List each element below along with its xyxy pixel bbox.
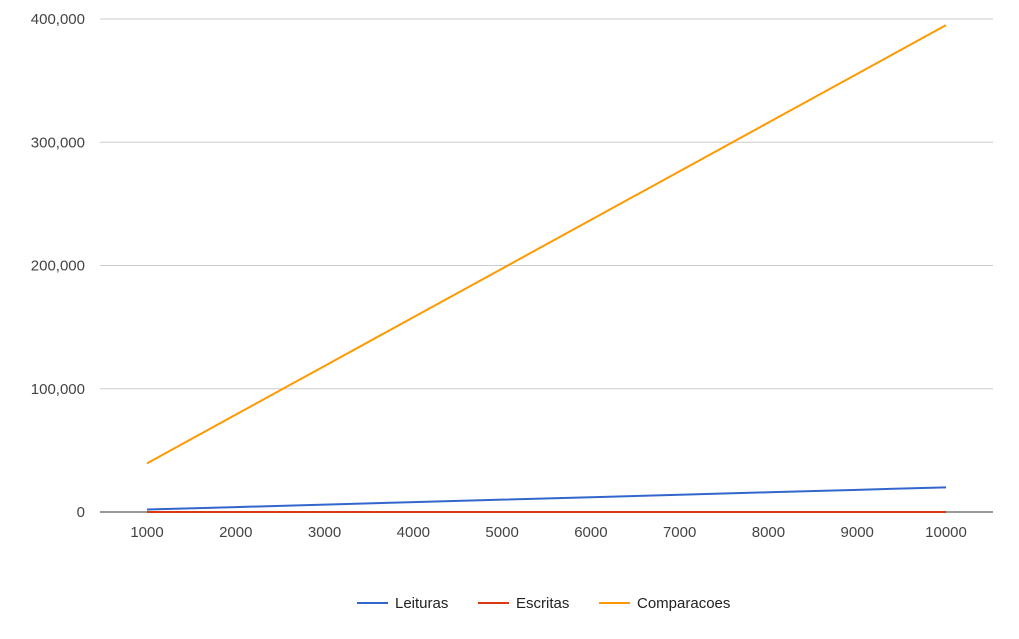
x-tick-label: 5000 — [485, 524, 518, 541]
legend-label-escritas: Escritas — [516, 595, 569, 612]
x-tick-label: 9000 — [841, 524, 874, 541]
y-tick-label: 300,000 — [31, 134, 85, 151]
legend-label-comparacoes: Comparacoes — [637, 595, 730, 612]
x-tick-label: 8000 — [752, 524, 785, 541]
series-line-comparacoes — [146, 24, 947, 465]
series-lines — [146, 24, 947, 513]
y-axis: 0 100,000 200,000 300,000 400,000 — [31, 11, 85, 521]
y-tick-label: 100,000 — [31, 381, 85, 398]
x-tick-label: 6000 — [574, 524, 607, 541]
x-tick-label: 2000 — [219, 524, 252, 541]
x-tick-label: 10000 — [925, 524, 967, 541]
legend-label-leituras: Leituras — [395, 595, 448, 612]
y-tick-label: 400,000 — [31, 11, 85, 28]
y-tick-label: 0 — [77, 504, 85, 521]
x-axis: 1000 2000 3000 4000 5000 6000 7000 8000 9000 1000… — [100, 511, 993, 541]
x-tick-label: 1000 — [130, 524, 163, 541]
series-line-leituras — [146, 486, 947, 511]
x-tick-label: 7000 — [663, 524, 696, 541]
x-tick-label: 3000 — [308, 524, 341, 541]
x-tick-label: 4000 — [397, 524, 430, 541]
y-tick-label: 200,000 — [31, 258, 85, 275]
legend: Leituras Escritas Comparacoes — [357, 595, 730, 612]
gridlines — [100, 18, 993, 390]
